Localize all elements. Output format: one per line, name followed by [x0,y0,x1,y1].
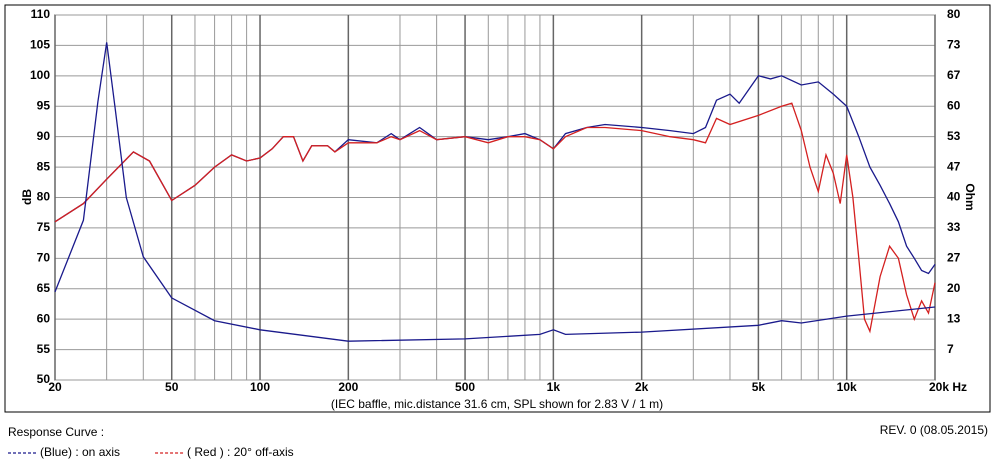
x-tick-label: 50 [165,380,179,394]
y2-tick-label: 33 [947,220,961,234]
series-line [54,102,936,334]
y-tick-label: 95 [37,98,51,112]
y2-tick-label: 27 [947,251,961,265]
y-tick-label: 70 [37,251,51,265]
x-tick-label: 500 [455,380,475,394]
y2-tick-label: 47 [947,159,961,173]
frame [4,4,991,413]
y-tick-label: 85 [37,159,51,173]
x-tick-label: 100 [250,380,270,394]
x-tick-label: 1k [547,380,561,394]
caption: (IEC baffle, mic.distance 31.6 cm, SPL s… [331,397,663,411]
y2-tick-label: 73 [947,38,961,52]
y-tick-label: 60 [37,311,51,325]
y2-tick-label: 7 [947,342,954,356]
y-tick-label: 110 [31,7,51,21]
y-tick-label: 55 [37,342,51,356]
y-tick-label: 75 [37,220,51,234]
y2-tick-label: 53 [947,129,961,143]
y2-tick-label: 67 [947,68,961,82]
y-tick-label: 50 [37,372,51,386]
x-tick-label: 20k Hz [929,380,967,394]
y2-tick-label: 20 [947,281,961,295]
y-axis-label: dB [20,189,34,205]
x-tick-label: 10k [837,380,857,394]
series-line [54,42,936,342]
series-line [54,75,936,275]
legend-label: (Blue) : on axis [40,445,120,459]
x-tick-label: 20 [48,380,62,394]
y-tick-label: 80 [37,190,51,204]
x-tick-label: 5k [752,380,766,394]
footer-left: Response Curve : [8,425,104,439]
legend-label: ( Red ) : 20° off-axis [187,445,294,459]
y-tick-label: 105 [30,38,50,52]
footer-right: REV. 0 (08.05.2015) [880,423,988,437]
y2-axis-label: Ohm [963,183,977,210]
y2-tick-label: 80 [947,7,961,21]
x-tick-label: 200 [338,380,358,394]
y2-tick-label: 40 [947,190,961,204]
y2-tick-label: 13 [947,311,961,325]
y-tick-label: 100 [30,68,50,82]
y-tick-label: 65 [37,281,51,295]
y2-tick-label: 60 [947,98,961,112]
y-tick-label: 90 [37,129,51,143]
x-tick-label: 2k [635,380,649,394]
